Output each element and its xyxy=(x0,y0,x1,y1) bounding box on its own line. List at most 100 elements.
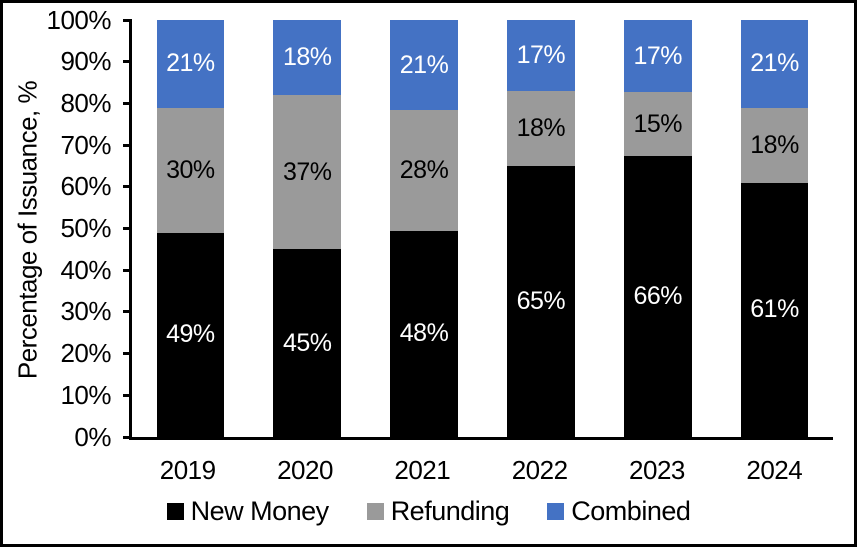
bar-segment-label: 21% xyxy=(750,49,799,78)
bar-segment: 18% xyxy=(740,107,809,183)
y-tick-mark xyxy=(123,143,132,147)
stacked-bar-2023: 17% 15% 66% xyxy=(623,20,692,437)
bar-segment: 66% xyxy=(623,156,692,437)
bar-segment-label: 21% xyxy=(166,49,215,78)
bar-segment-label: 17% xyxy=(633,41,682,70)
x-axis-label-2022: 2022 xyxy=(511,455,568,485)
y-tick: 20% xyxy=(60,338,132,369)
y-tick-mark xyxy=(123,18,132,22)
stacked-bar-2020: 18% 37% 45% xyxy=(273,20,342,437)
bar-slot-2023: 17% 15% 66% xyxy=(599,20,716,437)
plot-area: 0% 10% 20% 30% 40% 50% 60% 70% 80% 90% 100% 21% 30%… xyxy=(47,5,833,452)
y-axis-title: Percentage of Issuance, % xyxy=(12,80,43,380)
bar-segment-label: 30% xyxy=(166,155,215,184)
y-tick: 0% xyxy=(74,422,132,452)
y-tick: 10% xyxy=(60,380,132,410)
x-axis-label-2023: 2023 xyxy=(629,455,685,485)
bar-segment: 45% xyxy=(273,249,342,437)
y-tick-mark xyxy=(123,435,132,439)
x-axis-labels: 2019 2020 2021 2022 2023 2024 xyxy=(129,455,833,486)
y-tick-mark xyxy=(123,101,132,105)
stacked-bar-2019: 21% 30% 49% xyxy=(156,20,225,437)
bar-segment-label: 65% xyxy=(516,286,566,315)
x-axis-label-2019: 2019 xyxy=(159,455,216,485)
bar-slot-2019: 21% 30% 49% xyxy=(132,20,249,437)
y-tick: 90% xyxy=(60,46,132,77)
y-tick-mark xyxy=(123,268,132,272)
bar-segment: 18% xyxy=(273,20,342,96)
bar-segment: 28% xyxy=(390,110,458,231)
bar-segment-label: 18% xyxy=(516,113,566,142)
bar-segment: 21% xyxy=(156,20,225,108)
bar-slot-2022: 17% 18% 65% xyxy=(482,20,599,437)
bar-segment-label: 37% xyxy=(282,157,332,186)
legend-item: Combined xyxy=(547,496,691,527)
y-tick: 80% xyxy=(60,88,132,118)
stacked-bar-2024: 21% 18% 61% xyxy=(740,20,809,437)
x-axis-label-2020: 2020 xyxy=(277,455,333,485)
y-tick-label: 100% xyxy=(46,4,112,35)
legend-item: Refunding xyxy=(366,496,510,527)
bar-segment: 61% xyxy=(740,182,809,437)
bar-segment: 18% xyxy=(507,90,575,166)
y-tick-label: 20% xyxy=(60,338,111,369)
bar-segment-label: 48% xyxy=(399,319,449,348)
stacked-bar-2021: 21% 28% 48% xyxy=(390,20,458,437)
legend-swatch-icon xyxy=(166,503,184,520)
bar-segment: 21% xyxy=(740,20,809,108)
legend-label: Refunding xyxy=(390,496,510,526)
y-tick-label: 90% xyxy=(60,46,111,77)
y-tick-mark xyxy=(123,227,132,230)
bar-segment-label: 18% xyxy=(750,130,799,159)
legend-label: Combined xyxy=(571,496,691,526)
x-axis-label-2021: 2021 xyxy=(394,455,451,485)
y-tick-mark xyxy=(123,352,132,356)
bar-segment-label: 45% xyxy=(282,328,332,357)
bar-segment-label: 28% xyxy=(399,155,449,184)
bar-segment: 65% xyxy=(507,165,575,437)
y-tick-label: 50% xyxy=(60,213,111,243)
bar-segment: 17% xyxy=(507,20,575,91)
bar-segment: 48% xyxy=(390,230,458,437)
y-tick-mark xyxy=(123,60,132,64)
bar-slot-2024: 21% 18% 61% xyxy=(716,20,833,437)
y-tick-label: 60% xyxy=(60,171,111,202)
y-tick-mark xyxy=(123,310,132,314)
bar-segment-label: 49% xyxy=(166,320,215,349)
legend-swatch-icon xyxy=(547,503,565,520)
y-tick-label: 70% xyxy=(60,129,111,160)
bar-slot-2020: 18% 37% 45% xyxy=(249,20,366,437)
bar-segment-label: 66% xyxy=(633,282,682,311)
legend-item: New Money xyxy=(166,496,330,527)
legend-label: New Money xyxy=(190,496,330,526)
bar-segment-label: 17% xyxy=(516,40,566,69)
stacked-bar-2022: 17% 18% 65% xyxy=(507,20,575,437)
bar-segment-label: 18% xyxy=(282,43,332,72)
y-tick: 70% xyxy=(60,130,132,160)
bar-slot-2021: 21% 28% 48% xyxy=(366,20,483,437)
bar-segment: 49% xyxy=(156,232,225,437)
y-tick-label: 30% xyxy=(60,296,111,327)
bar-segment-label: 61% xyxy=(750,295,799,324)
y-tick: 60% xyxy=(60,171,132,202)
bar-segment: 21% xyxy=(390,20,458,111)
bar-segment-label: 21% xyxy=(399,50,449,79)
bar-segment-label: 15% xyxy=(633,109,682,138)
bar-segment: 17% xyxy=(623,20,692,93)
y-tick: 50% xyxy=(60,213,132,244)
y-tick: 40% xyxy=(60,255,132,285)
y-tick-label: 80% xyxy=(60,87,111,118)
y-tick: 100% xyxy=(46,4,132,35)
legend: New Money Refunding Combined xyxy=(3,496,854,527)
y-tick-label: 40% xyxy=(60,254,111,285)
bar-segment: 30% xyxy=(156,107,225,233)
y-tick: 30% xyxy=(60,296,132,327)
y-tick-mark xyxy=(123,393,132,397)
bar-segment: 37% xyxy=(273,95,342,250)
bar-segment: 15% xyxy=(623,92,692,157)
x-axis-label-2024: 2024 xyxy=(746,455,803,485)
y-tick-mark xyxy=(123,185,132,189)
legend-swatch-icon xyxy=(366,503,384,520)
y-tick-label: 10% xyxy=(60,379,111,410)
